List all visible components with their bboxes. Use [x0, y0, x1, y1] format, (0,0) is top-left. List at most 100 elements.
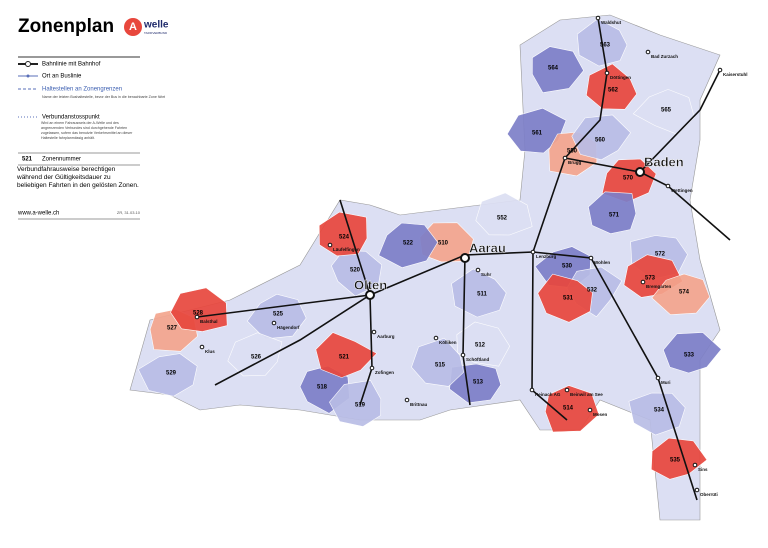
legend-station — [25, 61, 31, 67]
place-label: Waldshut — [601, 20, 622, 25]
zone-number: 572 — [655, 252, 666, 258]
place-label: Balsthal — [200, 319, 218, 324]
legend-text: Verbundfahrausweise berechtigen während … — [17, 166, 139, 189]
place-station — [371, 329, 377, 335]
place-label: Döttingen — [610, 75, 631, 80]
place-label: Aarburg — [377, 334, 395, 339]
zone-number: 524 — [339, 235, 350, 241]
place-label: Oberrüti — [700, 492, 718, 497]
zone-area — [378, 222, 439, 269]
zone-area — [632, 89, 695, 135]
zone-number: 522 — [403, 241, 414, 247]
place-station — [640, 279, 646, 285]
zone-number: 535 — [670, 458, 681, 464]
zone-area — [170, 287, 228, 332]
legend-label: Bahnlinie mit Bahnhof — [42, 62, 101, 68]
zone-number: 571 — [609, 213, 620, 219]
zone-area — [650, 437, 708, 480]
zone-number: 519 — [355, 403, 366, 409]
city-label: Olten — [354, 277, 387, 292]
place-station — [717, 67, 723, 73]
zone-number: 532 — [587, 288, 598, 294]
zone-number: 528 — [193, 311, 204, 317]
zone-number: 520 — [350, 268, 361, 274]
zone-area — [411, 337, 465, 387]
zone-number: 526 — [251, 355, 262, 361]
zone-area — [662, 332, 722, 374]
zone-number: 513 — [473, 380, 484, 386]
place-label: Beinwil am See — [570, 392, 603, 397]
zone-area — [544, 385, 600, 433]
legend-label: Zonennummer — [42, 157, 81, 163]
zone-area — [227, 332, 283, 377]
zone-number: 560 — [595, 138, 606, 144]
city-label: Aarau — [469, 240, 506, 255]
place-label: Reinach AG — [535, 392, 561, 397]
date: ZR, 31.03.10 — [117, 210, 141, 215]
legend-label: Verbundanstosspunkt — [42, 115, 100, 121]
zone-area — [456, 321, 511, 367]
city-station — [635, 167, 645, 177]
rail-line — [532, 251, 698, 501]
zone-number: 534 — [654, 408, 665, 414]
place-station — [645, 49, 651, 55]
url: www.a-welle.ch — [17, 211, 59, 217]
place-station — [665, 183, 671, 189]
place-station — [433, 335, 439, 341]
rail-line — [196, 294, 371, 318]
zone-number: 531 — [563, 296, 574, 302]
zone-area — [531, 46, 584, 94]
place-station — [530, 249, 536, 255]
zone-area — [651, 273, 711, 316]
place-label: Wettingen — [671, 188, 693, 193]
place-station — [595, 15, 601, 21]
logo-mark — [124, 18, 142, 36]
zone-number: 565 — [661, 108, 672, 114]
legend-code: 521 — [22, 157, 33, 163]
place-label: Läufelfingen — [333, 247, 360, 252]
zone-number: 552 — [497, 216, 508, 222]
place-label: Mosen — [593, 412, 608, 417]
place-station — [694, 487, 700, 493]
place-label: Zofingen — [375, 370, 394, 375]
zone-number: 511 — [477, 292, 487, 298]
place-station — [369, 365, 375, 371]
legend-note-box: Wird an einem Fahrausweis der A-Welle un… — [41, 121, 133, 140]
zone-area — [329, 380, 382, 427]
place-station — [475, 267, 481, 273]
zone-area — [475, 192, 533, 236]
legend-label: Haltestellen an Zonengrenzen — [42, 87, 122, 93]
title: Zonenplan — [18, 16, 114, 37]
zone-number: 550 — [567, 149, 578, 155]
logo-sub: TARIFVERBUND — [144, 31, 168, 35]
rail-line — [564, 69, 721, 173]
place-station — [199, 344, 205, 350]
zone-number: 574 — [679, 290, 690, 296]
zone-area — [628, 392, 686, 436]
zone-number: 527 — [167, 326, 178, 332]
zone-number: 564 — [548, 66, 559, 72]
zone-area — [315, 332, 378, 378]
zone-number: 518 — [317, 385, 328, 391]
place-station — [655, 375, 661, 381]
place-label: Hägendorf — [277, 325, 300, 330]
legend-bus-stop — [26, 74, 30, 78]
zone-number: 563 — [600, 43, 611, 49]
place-station — [564, 387, 570, 393]
labels: 563 564 562 565 561 550 560 570 571 572 573 574 552 5… — [166, 15, 748, 497]
place-label: Muri — [661, 380, 671, 385]
place-label: Klus — [205, 349, 215, 354]
place-label: Kölliken — [439, 340, 457, 345]
legend-note: Wird an einem Fahrausweis der A-Welle un… — [41, 121, 133, 140]
place-station — [692, 462, 698, 468]
place-label: Bremgarten — [646, 284, 672, 289]
zone-area — [588, 191, 637, 235]
city-label: Baden — [644, 154, 684, 169]
place-label: Lenzburg — [536, 254, 556, 259]
zone-number: 561 — [532, 131, 543, 137]
place-station — [271, 320, 277, 326]
legend-label: Ort an Buslinie — [42, 74, 82, 80]
place-station — [604, 70, 610, 76]
